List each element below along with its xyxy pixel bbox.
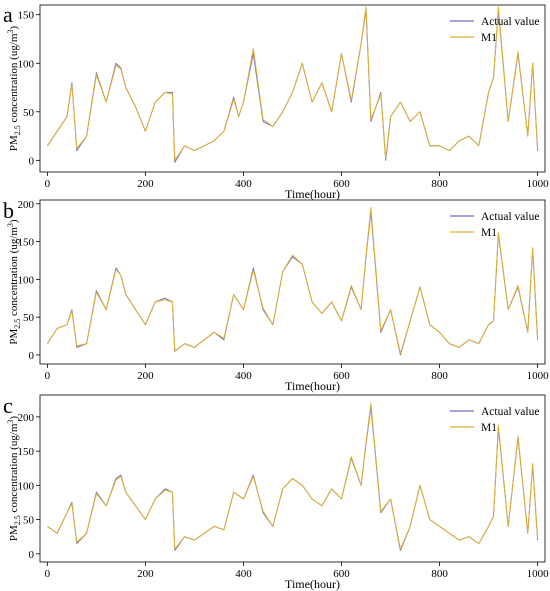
panel-label: a: [3, 2, 13, 27]
x-tick-label: 800: [431, 568, 448, 580]
x-tick-label: 400: [235, 370, 252, 382]
y-tick-label: 50: [23, 312, 35, 324]
series-line-actual-value: [46, 210, 539, 356]
x-tick-label: 1000: [527, 370, 550, 382]
plot-frame: [39, 199, 546, 365]
y-axis-label: PM2.5 concentration (ug/m3): [6, 416, 22, 542]
series-line-actual-value: [46, 9, 539, 163]
y-tick-label: 200: [18, 199, 35, 211]
series-line-m1: [46, 207, 539, 354]
x-tick-label: 0: [45, 568, 51, 580]
x-tick-label: 200: [137, 370, 154, 382]
legend: Actual value M1: [450, 406, 539, 434]
chart-panel-c: c 0 200 400 600 800 1000 0 50 100 150 200 Time(hour)…: [3, 393, 549, 591]
series-line-m1: [47, 402, 539, 550]
x-tick-label: 1000: [527, 178, 550, 190]
legend-label-actual-value: Actual value: [481, 211, 539, 223]
y-tick-label: 0: [29, 350, 35, 362]
legend: Actual value M1: [450, 211, 539, 239]
x-tick-label: 0: [45, 178, 51, 190]
y-tick-label: 50: [23, 107, 35, 119]
y-tick-label: 0: [29, 155, 35, 167]
panel-label: b: [3, 198, 14, 223]
y-tick-label: 200: [18, 412, 35, 424]
legend-label-m1: M1: [481, 32, 497, 44]
y-axis-label: PM2.5 concentration (ug/m3): [6, 219, 22, 345]
x-tick-label: 400: [235, 178, 252, 190]
y-axis-label: PM2.5 concentration (ug/m3): [6, 26, 22, 152]
panel-label: c: [3, 393, 13, 418]
legend-label-m1: M1: [481, 422, 497, 434]
x-tick-label: 200: [137, 568, 154, 580]
plot-frame: [39, 394, 546, 563]
x-axis-label: Time(hour): [285, 577, 340, 591]
y-tick-label: 0: [29, 549, 35, 561]
x-tick-label: 600: [333, 370, 350, 382]
plot-frame: [39, 4, 546, 173]
y-tick-label: 150: [18, 10, 35, 22]
legend-label-m1: M1: [481, 227, 497, 239]
legend-label-actual-value: Actual value: [481, 16, 539, 28]
x-tick-label: 1000: [527, 568, 550, 580]
chart-panel-b: b 0 200 400 600 800 1000 0 50 100 150 200 Time(hour)…: [3, 198, 549, 393]
x-tick-label: 800: [431, 178, 448, 190]
y-tick-label: 150: [18, 446, 35, 458]
y-tick-label: 150: [18, 237, 35, 249]
x-tick-label: 200: [137, 178, 154, 190]
chart-panel-a: a 0 200 400 600 800 1000 0 50 100 150 Time(hour) PM2…: [3, 2, 549, 201]
x-tick-label: 400: [235, 568, 252, 580]
y-tick-label: 50: [23, 515, 35, 527]
y-tick-label: 100: [18, 58, 35, 70]
x-tick-label: 0: [45, 370, 51, 382]
legend: Actual value M1: [450, 16, 539, 44]
x-axis-label: Time(hour): [285, 187, 340, 201]
y-tick-label: 100: [18, 480, 35, 492]
x-tick-label: 600: [333, 568, 350, 580]
x-axis-label: Time(hour): [285, 379, 340, 393]
x-tick-label: 800: [431, 370, 448, 382]
series-line-m1: [46, 6, 539, 161]
x-tick-label: 600: [333, 178, 350, 190]
y-tick-label: 100: [18, 274, 35, 286]
legend-label-actual-value: Actual value: [481, 406, 539, 418]
